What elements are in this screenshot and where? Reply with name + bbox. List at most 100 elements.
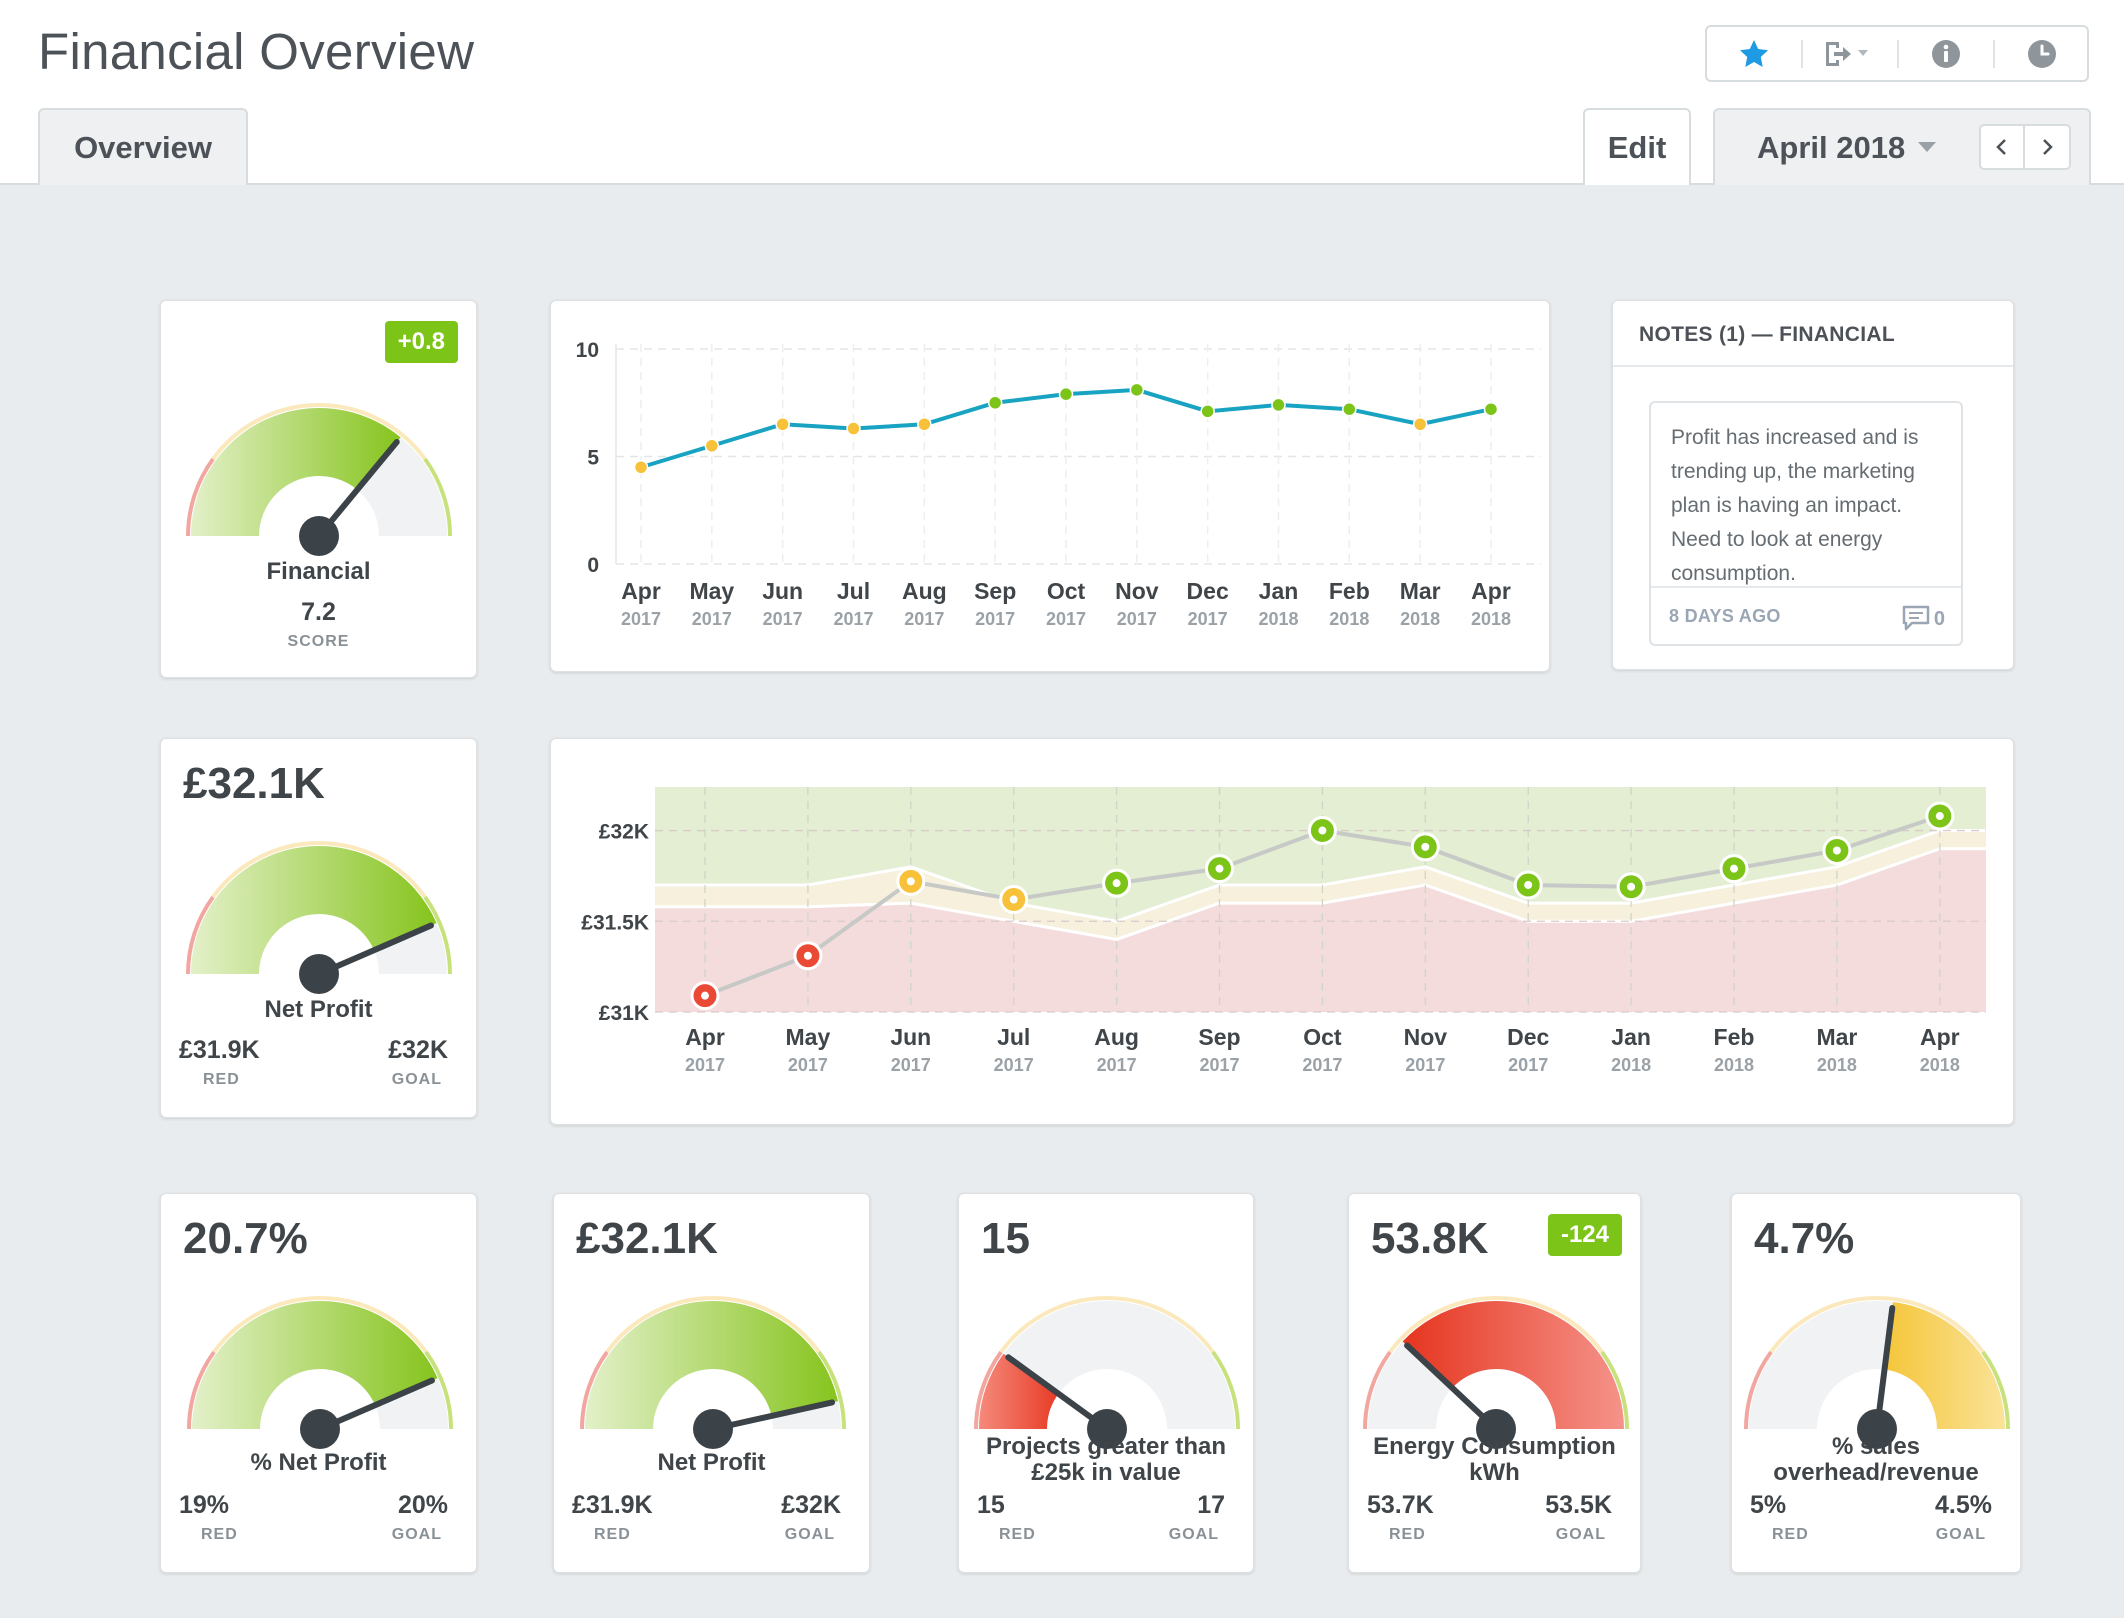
edit-button[interactable]: Edit xyxy=(1583,108,1691,185)
x-tick-year: 2018 xyxy=(1817,1055,1857,1075)
x-tick-year: 2017 xyxy=(685,1055,725,1075)
kpi-card[interactable]: 20.7% % Net Profit 19% RED 20% GOAL xyxy=(160,1193,477,1573)
favorite-button[interactable] xyxy=(1707,27,1801,80)
gauge-needle-hub xyxy=(1087,1409,1127,1449)
x-tick-year: 2017 xyxy=(788,1055,828,1075)
kpi-value: £32.1K xyxy=(576,1214,718,1263)
star-icon xyxy=(1740,39,1768,67)
gauge-label: Financial xyxy=(266,558,371,585)
x-tick-label: Jun xyxy=(890,1024,931,1050)
toolbar xyxy=(1705,25,2089,82)
info-button[interactable] xyxy=(1899,27,1993,80)
kpi-card[interactable]: 4.7% % sales overhead/revenue 5% RED 4.5%… xyxy=(1731,1193,2021,1573)
score-caption: SCORE xyxy=(287,633,350,650)
score-trend-chart: 0 5 10 Apr 2017 May 2017 Jun 2017 Jul 2017 Aug 2017 S… xyxy=(576,339,1541,629)
x-tick-year: 2018 xyxy=(1400,609,1440,629)
x-tick-year: 2018 xyxy=(1329,609,1369,629)
gauge-label: % sales xyxy=(1831,1433,1921,1460)
month-selector[interactable]: April 2018 xyxy=(1713,108,2091,185)
data-point xyxy=(1058,386,1074,402)
y-tick-label: £31.5K xyxy=(581,911,649,934)
goal-value: 4.5% xyxy=(1935,1491,1992,1519)
data-point xyxy=(1271,397,1286,413)
x-tick-label: Feb xyxy=(1714,1024,1755,1050)
x-tick-label: Sep xyxy=(974,578,1016,604)
financial-score-card[interactable]: +0.8 Financial 7.2 SCORE xyxy=(160,300,477,678)
x-tick-year: 2017 xyxy=(891,1055,931,1075)
x-tick-label: Aug xyxy=(1094,1024,1139,1050)
kpi-gauge xyxy=(187,1296,453,1449)
kpi-value: 53.8K xyxy=(1371,1214,1489,1263)
x-tick-label: Oct xyxy=(1303,1024,1342,1050)
data-point xyxy=(1483,401,1499,417)
y-tick-label: 5 xyxy=(587,447,599,470)
red-value: 5% xyxy=(1750,1491,1787,1519)
clock-icon xyxy=(2028,39,2056,68)
x-tick-label: May xyxy=(786,1024,831,1050)
red-value: 53.7K xyxy=(1367,1491,1434,1519)
notes-header: NOTES (1) — FINANCIAL xyxy=(1613,301,2013,367)
x-tick-year: 2017 xyxy=(975,609,1015,629)
net-profit-trend-card: £31K £31.5K £32K Apr 2017 May 2017 Jun 2017 Jul 20… xyxy=(550,738,2014,1125)
score-value: 7.2 xyxy=(301,598,336,626)
gauge-needle-hub xyxy=(1857,1409,1897,1449)
red-caption: RED xyxy=(203,1071,240,1088)
kpi-value: £32.1K xyxy=(183,759,325,808)
kpi-value: 20.7% xyxy=(183,1214,308,1263)
gauge-label: Net Profit xyxy=(264,996,373,1023)
bad-zone xyxy=(655,848,1986,1012)
history-button[interactable] xyxy=(1995,27,2089,80)
kpi-card[interactable]: 15 Projects greater than £25k in value 15… xyxy=(958,1193,1254,1573)
kpi-card[interactable]: 53.8K Energy Consumption kWh 53.7K RED 53… xyxy=(1348,1193,1641,1573)
goal-caption: GOAL xyxy=(1935,1526,1986,1543)
data-point xyxy=(1412,417,1428,432)
x-tick-year: 2017 xyxy=(994,1055,1034,1075)
net-profit-gauge xyxy=(186,841,452,994)
gauge-label: Net Profit xyxy=(657,1449,766,1476)
gauge-needle-hub xyxy=(300,1409,340,1449)
tab-overview[interactable]: Overview xyxy=(38,108,248,185)
x-tick-year: 2018 xyxy=(1920,1055,1960,1075)
chevron-left-icon xyxy=(1996,139,2006,155)
gauge-label: £25k in value xyxy=(1031,1459,1181,1486)
x-tick-label: Oct xyxy=(1047,578,1086,604)
goal-caption: GOAL xyxy=(784,1526,835,1543)
comments-button[interactable]: 0 xyxy=(1901,604,1945,632)
note-age: 8 DAYS AGO xyxy=(1669,606,1781,626)
goal-value: £32K xyxy=(781,1491,841,1519)
x-tick-year: 2017 xyxy=(904,609,944,629)
red-caption: RED xyxy=(201,1526,238,1543)
export-icon xyxy=(1826,41,1868,66)
previous-month-button[interactable] xyxy=(1979,124,2025,170)
goal-caption: GOAL xyxy=(391,1526,442,1543)
comment-count: 0 xyxy=(1933,608,1945,630)
note-item[interactable]: Profit has increased and is trending up,… xyxy=(1649,401,1963,646)
x-tick-label: Jan xyxy=(1259,578,1299,604)
x-tick-year: 2018 xyxy=(1714,1055,1754,1075)
gauge-needle-hub xyxy=(1476,1409,1516,1449)
x-tick-label: Apr xyxy=(685,1024,725,1050)
kpi-card[interactable]: £32.1K Net Profit £31.9K RED £32K GOAL xyxy=(553,1193,870,1573)
export-button[interactable] xyxy=(1803,27,1897,80)
kpi-gauge xyxy=(1363,1296,1629,1449)
goal-caption: GOAL xyxy=(1555,1526,1606,1543)
comment-icon xyxy=(1902,605,1930,631)
red-caption: RED xyxy=(1772,1526,1809,1543)
x-tick-label: Dec xyxy=(1507,1024,1549,1050)
page-title: Financial Overview xyxy=(38,23,475,80)
chevron-right-icon xyxy=(2043,139,2053,155)
gauge-label: Energy Consumption xyxy=(1373,1433,1616,1460)
x-tick-year: 2017 xyxy=(1199,1055,1239,1075)
x-tick-label: Sep xyxy=(1198,1024,1240,1050)
gauge-label: Projects greater than xyxy=(985,1433,1227,1460)
y-tick-label: £31K xyxy=(599,1002,649,1025)
red-value: 15 xyxy=(977,1491,1005,1519)
next-month-button[interactable] xyxy=(2025,124,2071,170)
tab-overview-label: Overview xyxy=(74,129,212,165)
net-profit-card[interactable]: £32.1K Net Profit £31.9K RED £32K GOAL xyxy=(160,738,477,1118)
y-tick-label: £32K xyxy=(599,821,649,844)
x-tick-label: May xyxy=(689,578,734,604)
score-trend-card: 0 5 10 Apr 2017 May 2017 Jun 2017 Jul 2017 Aug 2017 S… xyxy=(550,300,1550,672)
red-value: £31.9K xyxy=(179,1036,260,1064)
x-tick-year: 2017 xyxy=(1117,609,1157,629)
